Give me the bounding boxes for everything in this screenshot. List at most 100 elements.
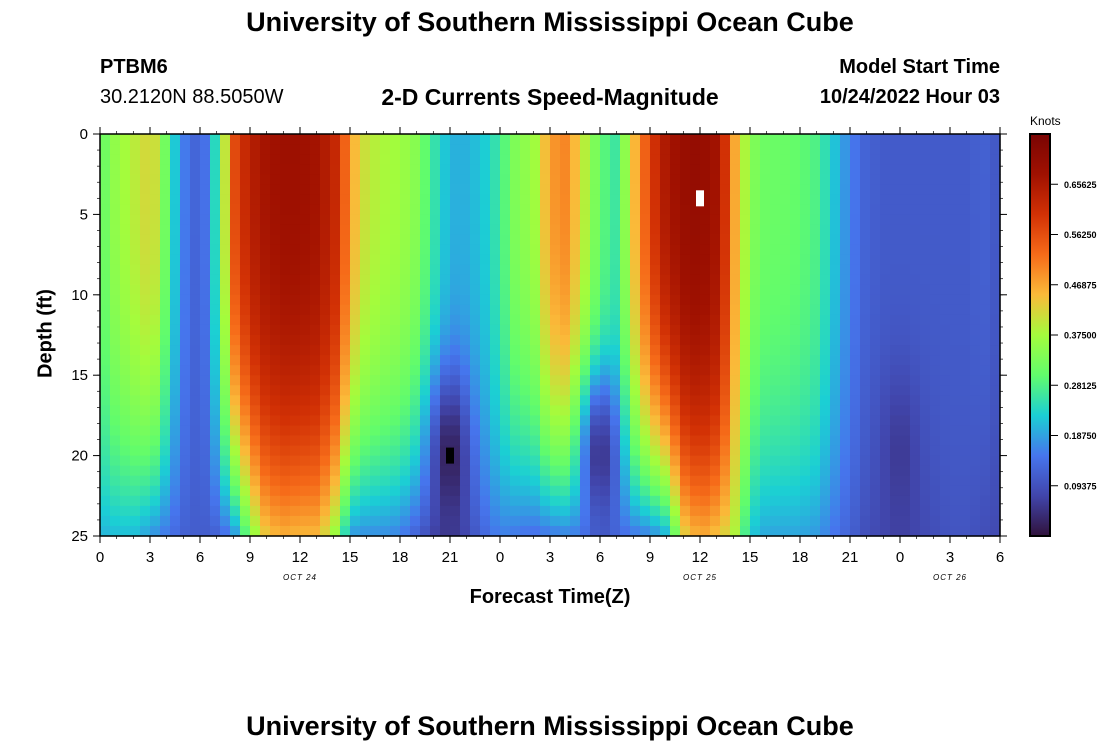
heatmap-cell (270, 324, 281, 336)
heatmap-cell (390, 274, 401, 286)
heatmap-cell (680, 395, 691, 406)
heatmap-cell (480, 395, 491, 406)
heatmap-cell (270, 164, 281, 175)
heatmap-cell (260, 505, 271, 517)
heatmap-cell (350, 385, 361, 396)
heatmap-cell (530, 274, 541, 286)
heatmap-cell (820, 204, 831, 215)
heatmap-cell (240, 194, 251, 205)
heatmap-cell (670, 254, 681, 266)
heatmap-cell (970, 214, 981, 226)
heatmap-cell (220, 204, 231, 215)
heatmap-cell (320, 415, 331, 427)
heatmap-cell (150, 445, 161, 457)
heatmap-cell (930, 525, 941, 537)
heatmap-cell (820, 324, 831, 336)
heatmap-cell (280, 445, 291, 457)
heatmap-cell (430, 234, 441, 246)
heatmap-cell (710, 164, 721, 175)
heatmap-cell (540, 525, 551, 537)
heatmap-cell (940, 234, 951, 246)
heatmap-cell (690, 375, 701, 386)
heatmap-cell (180, 184, 191, 195)
heatmap-cell (790, 244, 801, 256)
heatmap-cell (680, 385, 691, 396)
heatmap-cell (910, 395, 921, 406)
heatmap-cell (600, 445, 611, 457)
heatmap-cell (100, 324, 111, 336)
heatmap-cell (440, 355, 451, 366)
heatmap-cell (560, 154, 571, 165)
heatmap-cell (320, 164, 331, 175)
heatmap-cell (440, 495, 451, 507)
heatmap-cell (820, 335, 831, 346)
heatmap-cell (110, 495, 121, 507)
heatmap-cell (540, 425, 551, 437)
heatmap-cell (150, 485, 161, 497)
heatmap-cell (950, 465, 961, 477)
heatmap-cell (330, 274, 341, 286)
heatmap-cell (240, 324, 251, 336)
heatmap-cell (340, 525, 351, 537)
heatmap-cell (240, 144, 251, 155)
heatmap-cell (150, 294, 161, 306)
heatmap-cell (160, 395, 171, 406)
heatmap-cell (130, 284, 141, 296)
heatmap-cell (980, 365, 991, 376)
heatmap-cell (900, 505, 911, 517)
heatmap-cell (370, 465, 381, 477)
heatmap-cell (980, 515, 991, 527)
heatmap-cell (220, 194, 231, 205)
heatmap-cell (480, 144, 491, 155)
heatmap-cell (380, 164, 391, 175)
heatmap-cell (270, 375, 281, 386)
heatmap-cell (220, 505, 231, 517)
heatmap-cell (620, 304, 631, 316)
heatmap-cell (430, 385, 441, 396)
heatmap-cell (140, 174, 151, 185)
heatmap-cell (720, 214, 731, 226)
heatmap-cell (630, 445, 641, 457)
heatmap-cell (440, 174, 451, 185)
heatmap-cell (900, 465, 911, 477)
heatmap-cell (650, 244, 661, 256)
heatmap-cell (850, 154, 861, 165)
heatmap-cell (880, 505, 891, 517)
heatmap-cell (900, 264, 911, 276)
heatmap-cell (420, 435, 431, 447)
heatmap-cell (280, 415, 291, 427)
heatmap-cell (230, 294, 241, 306)
heatmap-cell (510, 405, 521, 416)
heatmap-cell (680, 405, 691, 416)
heatmap-cell (500, 395, 511, 406)
heatmap-cell (820, 435, 831, 447)
heatmap-cell (690, 264, 701, 276)
heatmap-cell (160, 274, 171, 286)
heatmap-cell (110, 425, 121, 437)
heatmap-cell (590, 214, 601, 226)
heatmap-cell (620, 395, 631, 406)
heatmap-cell (920, 324, 931, 336)
heatmap-cell (220, 134, 231, 145)
heatmap-cell (800, 365, 811, 376)
heatmap-cell (170, 365, 181, 376)
heatmap-cell (170, 324, 181, 336)
heatmap-cell (930, 314, 941, 326)
heatmap-cell (370, 204, 381, 215)
heatmap-cell (230, 445, 241, 457)
heatmap-cell (800, 465, 811, 477)
heatmap-cell (930, 324, 941, 336)
heatmap-cell (430, 154, 441, 165)
heatmap-cell (500, 475, 511, 487)
heatmap-cell (210, 164, 221, 175)
heatmap-cell (440, 445, 451, 457)
heatmap-cell (430, 324, 441, 336)
heatmap-cell (820, 505, 831, 517)
heatmap-cell (920, 435, 931, 447)
heatmap-cell (610, 395, 621, 406)
heatmap-cell (660, 475, 671, 487)
heatmap-cell (860, 375, 871, 386)
heatmap-cell (300, 445, 311, 457)
heatmap-cell (640, 505, 651, 517)
heatmap-cell (750, 264, 761, 276)
